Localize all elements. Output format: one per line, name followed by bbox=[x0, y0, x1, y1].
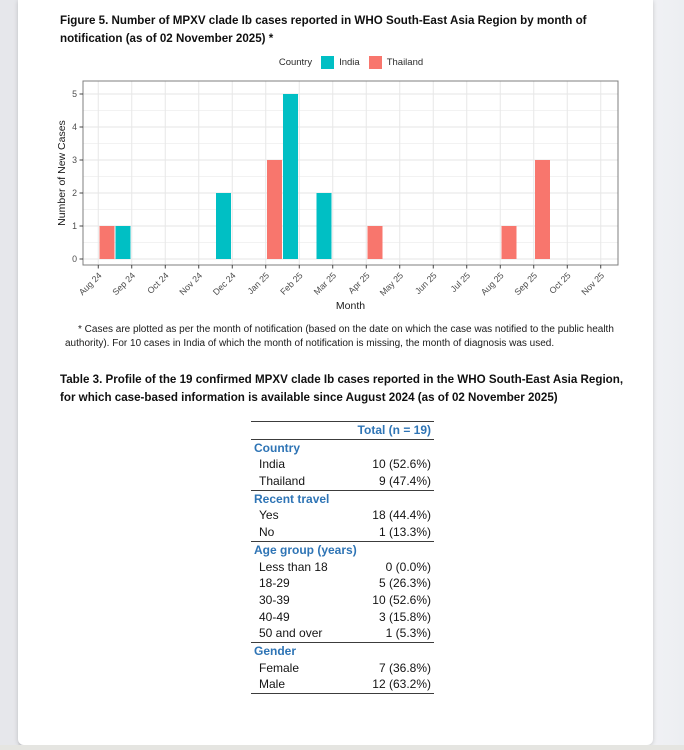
figure-footnote: * Cases are plotted as per the month of … bbox=[65, 324, 614, 349]
bar-thailand-sep-25 bbox=[535, 160, 550, 259]
table-row: Yes 18 (44.4%) bbox=[251, 507, 434, 524]
table-section-country: Country bbox=[251, 440, 434, 457]
row-label: No bbox=[259, 525, 275, 540]
bar-india-jan-25 bbox=[283, 94, 298, 259]
table-header-total: Total (n = 19) bbox=[357, 423, 431, 437]
section-label: Gender bbox=[254, 643, 297, 658]
table-header-row: Total (n = 19) bbox=[251, 421, 434, 440]
row-value: 12 (63.2%) bbox=[372, 677, 431, 692]
table-row: 50 and over 1 (5.3%) bbox=[251, 625, 434, 643]
chart-legend: Country India Thailand bbox=[67, 54, 635, 70]
bar-india-aug-24 bbox=[115, 226, 131, 259]
row-label: 18-29 bbox=[259, 576, 290, 591]
row-label: Yes bbox=[259, 508, 279, 523]
table-section-recent-travel: Recent travel bbox=[251, 491, 434, 508]
bar-chart: 0 1 2 3 4 5 Aug 24 Sep 24 Oct 24 Nov 24 Dec 24 Jan … bbox=[56, 80, 619, 312]
table-row: India 10 (52.6%) bbox=[251, 456, 434, 473]
legend-title: Country bbox=[278, 56, 313, 68]
row-value: 1 (5.3%) bbox=[385, 626, 431, 641]
table-section-age-group-years-: Age group (years) bbox=[251, 542, 434, 559]
bar-thailand-aug-25 bbox=[501, 226, 517, 259]
legend-label: India bbox=[339, 56, 360, 68]
y-tick-label: 3 bbox=[72, 155, 77, 165]
row-label: Thailand bbox=[259, 474, 306, 489]
x-tick-label: Jun 25 bbox=[413, 270, 439, 296]
row-value: 18 (44.4%) bbox=[372, 508, 431, 523]
row-label: Female bbox=[259, 660, 300, 675]
y-tick-label: 4 bbox=[72, 122, 77, 132]
row-value: 1 (13.3%) bbox=[378, 525, 431, 540]
bar-india-feb-25 bbox=[316, 193, 332, 259]
row-value: 3 (15.8%) bbox=[378, 609, 431, 624]
table-row: Less than 18 0 (0.0%) bbox=[251, 559, 434, 576]
figure-title: Figure 5. Number of MPXV clade Ib cases … bbox=[60, 14, 587, 45]
row-value: 9 (47.4%) bbox=[378, 474, 431, 489]
page-bottom-edge bbox=[0, 745, 684, 750]
y-tick-label: 5 bbox=[72, 89, 77, 99]
x-tick-label: Jan 25 bbox=[245, 270, 271, 296]
x-tick-label: Oct 25 bbox=[547, 270, 572, 295]
x-tick-label: Oct 24 bbox=[145, 270, 170, 295]
section-label: Age group (years) bbox=[254, 542, 357, 557]
legend-item-thailand: Thailand bbox=[368, 55, 424, 69]
table-row: 18-29 5 (26.3%) bbox=[251, 575, 434, 592]
table-row: Thailand 9 (47.4%) bbox=[251, 473, 434, 491]
x-tick-label: Sep 25 bbox=[512, 270, 539, 297]
table-row: 40-49 3 (15.8%) bbox=[251, 609, 434, 626]
table-row: No 1 (13.3%) bbox=[251, 524, 434, 542]
legend-swatch-thailand bbox=[368, 55, 382, 69]
legend-swatch-india bbox=[321, 55, 335, 69]
legend-item-india: India bbox=[321, 55, 360, 69]
table-section-gender: Gender bbox=[251, 643, 434, 660]
y-axis-title: Number of New Cases bbox=[56, 120, 68, 226]
row-label: Less than 18 bbox=[259, 559, 328, 574]
x-tick-label: Jul 25 bbox=[448, 270, 472, 294]
row-value: 5 (26.3%) bbox=[378, 576, 431, 591]
legend-label: Thailand bbox=[386, 56, 424, 68]
x-tick-label: Apr 25 bbox=[346, 270, 371, 295]
table-title: Table 3. Profile of the 19 confirmed MPX… bbox=[60, 373, 624, 404]
section-label: Country bbox=[254, 440, 300, 455]
table-row: Female 7 (36.8%) bbox=[251, 660, 434, 677]
profile-table: Total (n = 19) Country India 10 (52.6%) Tha… bbox=[251, 421, 434, 694]
x-tick-label: Aug 24 bbox=[77, 270, 104, 297]
row-label: India bbox=[259, 457, 286, 472]
x-tick-label: Feb 25 bbox=[278, 270, 305, 297]
figure-chart: Country India Thailand 0 1 2 3 4 5 Aug 24 Sep 24… bbox=[55, 46, 635, 318]
bar-thailand-aug-24 bbox=[99, 226, 115, 259]
y-tick-label: 2 bbox=[72, 188, 77, 198]
row-label: Male bbox=[259, 677, 286, 692]
x-axis-title: Month bbox=[336, 300, 365, 312]
row-value: 10 (52.6%) bbox=[372, 457, 431, 472]
x-tick-label: Aug 25 bbox=[479, 270, 506, 297]
y-tick-label: 0 bbox=[72, 254, 77, 264]
bar-india-nov-24 bbox=[216, 193, 231, 259]
table-row: Male 12 (63.2%) bbox=[251, 676, 434, 694]
x-tick-label: Mar 25 bbox=[312, 270, 339, 297]
row-value: 7 (36.8%) bbox=[378, 660, 431, 675]
table-row: 30-39 10 (52.6%) bbox=[251, 592, 434, 609]
bar-thailand-jan-25 bbox=[267, 160, 282, 259]
x-tick-label: Dec 24 bbox=[211, 270, 238, 297]
x-tick-label: Nov 24 bbox=[177, 270, 204, 297]
x-tick-label: May 25 bbox=[378, 270, 406, 298]
row-label: 50 and over bbox=[259, 626, 323, 641]
x-tick-label: Sep 24 bbox=[110, 270, 137, 297]
row-value: 10 (52.6%) bbox=[372, 592, 431, 607]
document-page: Figure 5. Number of MPXV clade Ib cases … bbox=[18, 0, 653, 745]
row-value: 0 (0.0%) bbox=[385, 559, 431, 574]
y-tick-label: 1 bbox=[72, 221, 77, 231]
row-label: 30-39 bbox=[259, 592, 290, 607]
section-label: Recent travel bbox=[254, 491, 330, 506]
bar-thailand-apr-25 bbox=[367, 226, 383, 259]
row-label: 40-49 bbox=[259, 609, 290, 624]
x-tick-label: Nov 25 bbox=[579, 270, 606, 297]
